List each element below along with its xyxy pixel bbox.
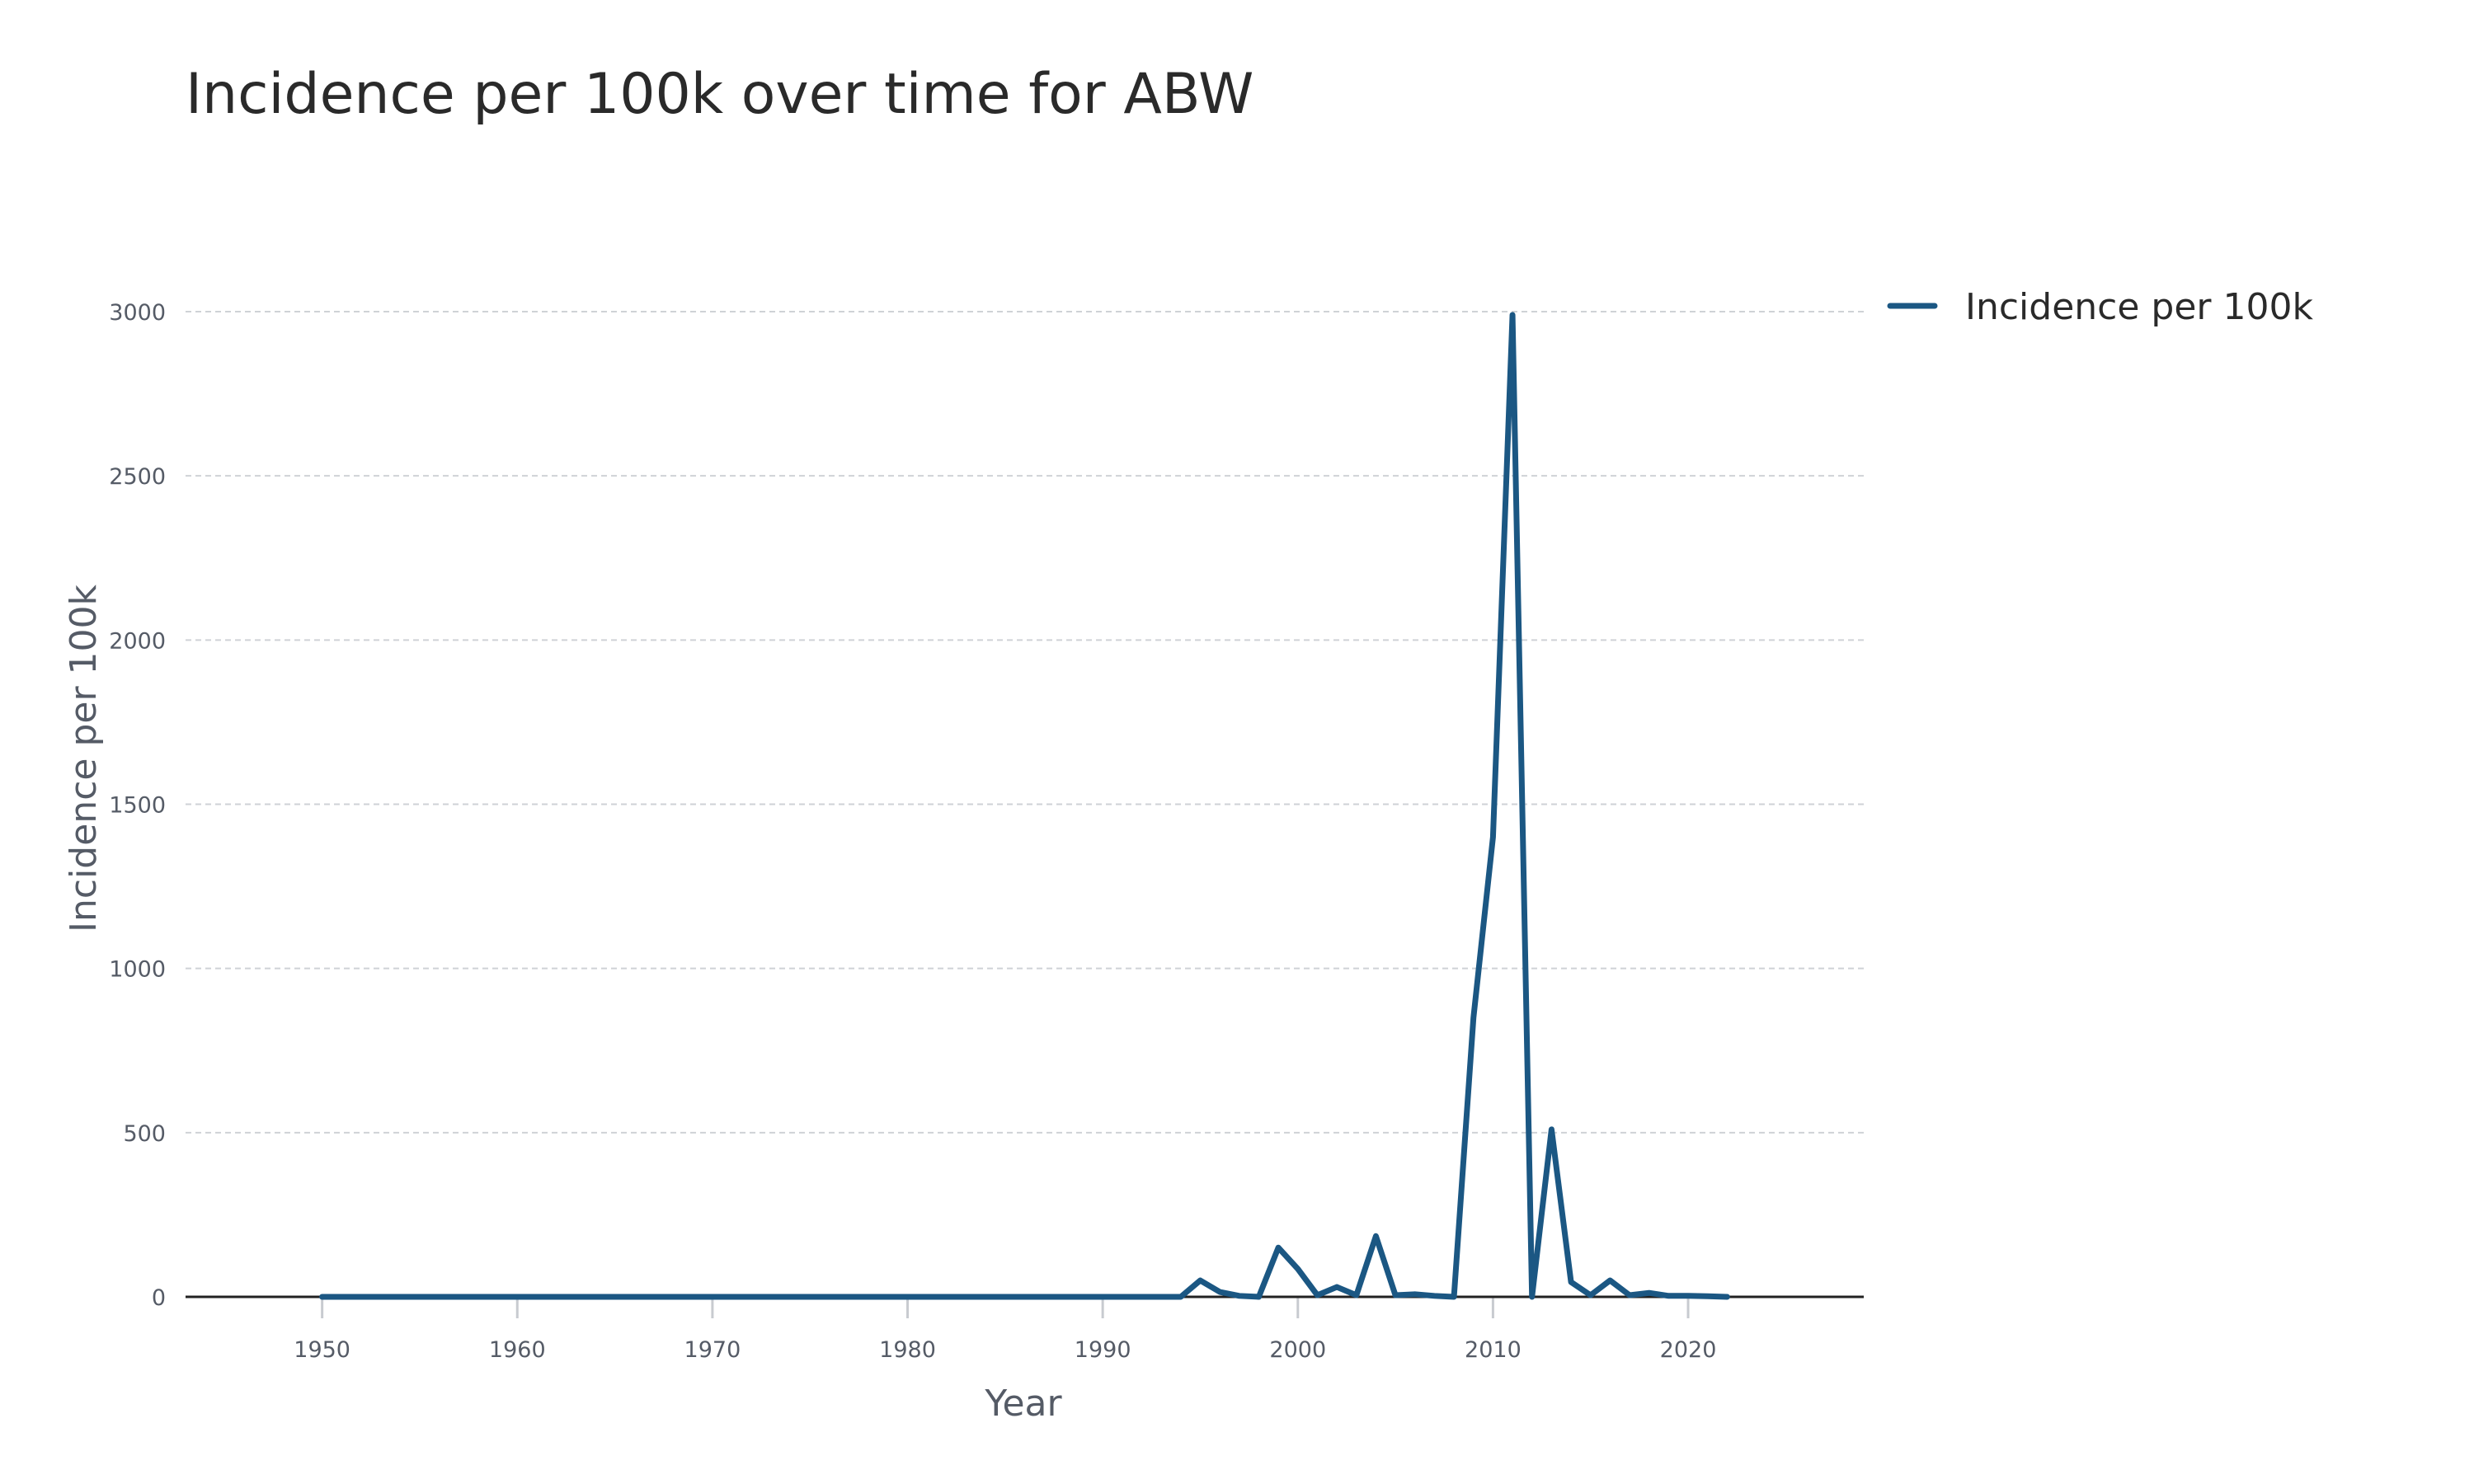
x-tick-label-1990: 1990 — [1075, 1337, 1131, 1363]
chart-title: Incidence per 100k over time for ABW — [186, 62, 1253, 127]
legend-label-incidence: Incidence per 100k — [1965, 286, 2313, 328]
y-axis-title: Incidence per 100k — [63, 585, 105, 932]
y-tick-label-2000: 2000 — [109, 628, 166, 654]
gridlines — [186, 311, 1864, 1134]
x-tick-label-1960: 1960 — [489, 1337, 546, 1363]
y-tick-label-1000: 1000 — [109, 957, 166, 983]
y-tick-label-500: 500 — [123, 1121, 166, 1147]
y-tick-label-3000: 3000 — [109, 300, 166, 326]
x-tick-label-1970: 1970 — [684, 1337, 741, 1363]
x-axis-title: Year — [984, 1383, 1062, 1425]
y-axis-ticks: 0 500 1000 1500 2000 2500 3000 — [109, 300, 166, 1311]
legend: Incidence per 100k — [1887, 286, 2313, 328]
y-tick-label-2500: 2500 — [109, 464, 166, 490]
y-tick-label-0: 0 — [152, 1285, 166, 1311]
x-tick-label-1950: 1950 — [294, 1337, 350, 1363]
x-tick-label-2010: 2010 — [1465, 1337, 1522, 1363]
x-tick-label-2000: 2000 — [1269, 1337, 1326, 1363]
x-tick-label-2020: 2020 — [1660, 1337, 1717, 1363]
x-axis-ticks: 1950 1960 1970 1980 1990 2000 2010 2020 — [294, 1297, 1716, 1363]
x-tick-label-1980: 1980 — [879, 1337, 936, 1363]
series-line-incidence — [319, 312, 1730, 1300]
y-tick-label-1500: 1500 — [109, 793, 166, 819]
